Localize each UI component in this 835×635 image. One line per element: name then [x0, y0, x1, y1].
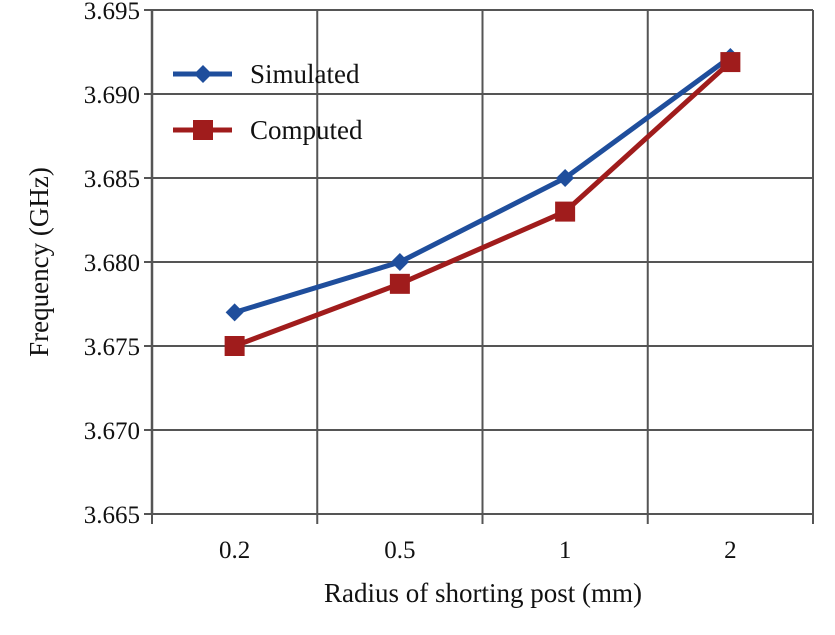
data-point-simulated [390, 253, 409, 271]
legend-marker-simulated [194, 65, 212, 83]
legend-marker-computed [193, 120, 213, 140]
x-tick-label: 2 [724, 537, 737, 564]
data-point-simulated [556, 169, 575, 187]
data-point-simulated [225, 303, 244, 322]
legend-label-computed: Computed [250, 115, 363, 145]
series-group [224, 48, 741, 356]
data-point-computed [720, 52, 741, 73]
series-line-computed [233, 60, 733, 349]
y-tick-label: 3.695 [84, 0, 140, 25]
y-tick-label: 3.675 [84, 334, 140, 361]
y-tick-labels: 3.665 3.670 3.675 3.680 3.685 3.690 3.695 [84, 0, 140, 529]
data-point-computed [389, 273, 410, 294]
y-tick-label: 3.665 [84, 502, 140, 529]
y-tick-label: 3.690 [84, 82, 140, 109]
data-point-computed [555, 201, 576, 222]
legend: Simulated Computed [173, 59, 363, 145]
y-tick-label: 3.680 [84, 250, 140, 277]
y-tick-label: 3.685 [84, 166, 140, 193]
y-tick-label: 3.670 [84, 418, 140, 445]
x-tick-labels: 0.2 0.5 1 2 [219, 537, 737, 564]
series-line-simulated [233, 55, 732, 315]
data-point-computed [224, 336, 245, 356]
legend-label-simulated: Simulated [250, 59, 360, 89]
y-axis-label: Frequency (GHz) [24, 167, 54, 357]
grid [144, 9, 814, 524]
x-tick-label: 0.5 [384, 537, 415, 564]
x-tick-label: 1 [559, 537, 572, 564]
x-axis-label: Radius of shorting post (mm) [324, 578, 642, 608]
x-tick-label: 0.2 [219, 537, 250, 564]
